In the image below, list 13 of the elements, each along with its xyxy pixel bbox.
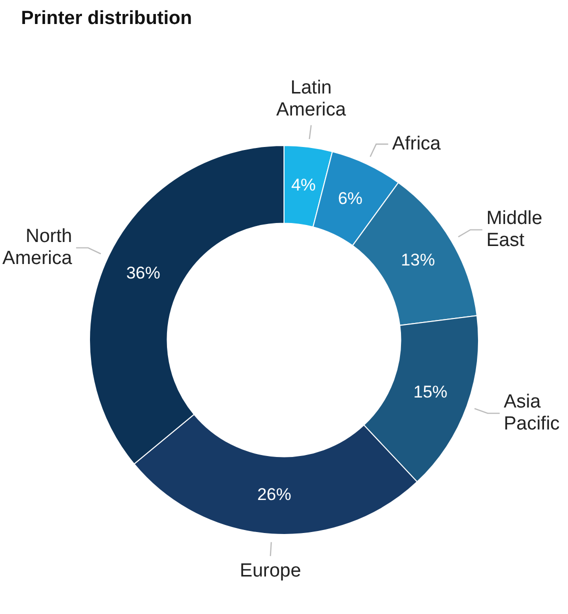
data-label: 4%: [291, 175, 316, 194]
slice-label: Europe: [240, 560, 302, 582]
chart-title: Printer distribution: [21, 8, 192, 30]
slice-label: Africa: [392, 133, 442, 154]
data-label: 15%: [413, 382, 448, 402]
slice-label: North America: [2, 226, 73, 270]
slice-label: Middle East: [486, 208, 542, 252]
data-label: 26%: [257, 484, 292, 504]
data-label: 36%: [126, 263, 160, 282]
slice-label: Asia Pacific: [504, 392, 560, 435]
data-label: 13%: [400, 250, 435, 270]
data-label: 6%: [338, 188, 363, 208]
slice-label: Latin America: [276, 77, 346, 120]
